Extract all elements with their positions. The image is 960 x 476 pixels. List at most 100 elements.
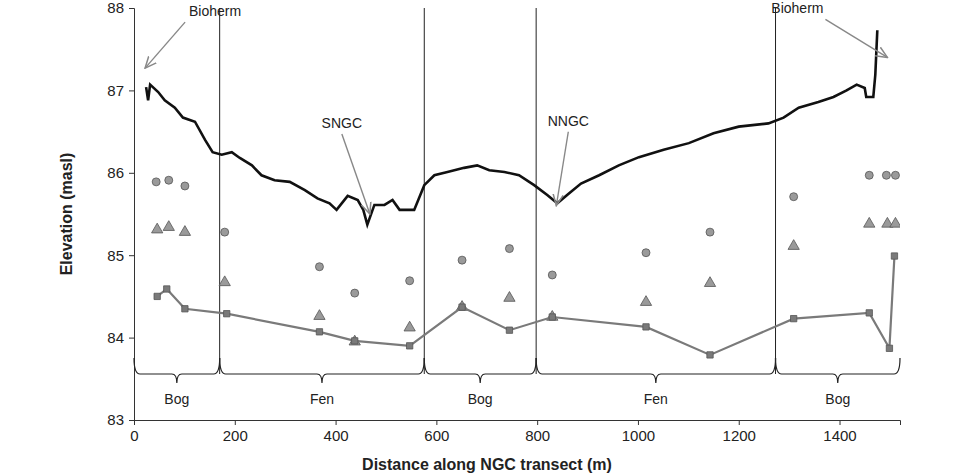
x-tick: 0 <box>130 420 138 444</box>
y-tick-label: 83 <box>107 411 124 428</box>
y-tick-label: 87 <box>107 82 124 99</box>
square-point <box>224 311 230 317</box>
annotation-label: Bioherm <box>189 3 241 19</box>
square-point <box>352 338 358 344</box>
x-tick: 1000 <box>622 420 655 444</box>
circle-point <box>706 228 714 236</box>
triangle-point <box>704 277 715 287</box>
circle-point <box>548 271 556 279</box>
chart: 0200400600800100012001400838485868788Bog… <box>0 0 960 476</box>
section-boundary <box>536 8 537 374</box>
square-point <box>406 343 412 349</box>
triangle-point <box>163 221 174 231</box>
annotation-label: NNGC <box>548 113 589 129</box>
section-label: Fen <box>644 391 668 407</box>
square-point <box>154 293 160 299</box>
circle-point <box>642 249 650 257</box>
series-line <box>146 30 877 224</box>
square-point <box>182 306 188 312</box>
circle-point <box>505 245 513 253</box>
y-tick-mark <box>129 255 134 256</box>
section-brace <box>536 358 775 383</box>
section-label: Fen <box>310 391 334 407</box>
annotation-arrow <box>342 134 370 214</box>
y-tick: 84 <box>107 329 134 346</box>
y-tick-mark <box>129 420 134 421</box>
section-brace <box>424 358 536 383</box>
circle-point <box>315 263 323 271</box>
x-tick: 400 <box>324 420 349 444</box>
circle-point <box>790 193 798 201</box>
plot: 0200400600800100012001400838485868788Bog… <box>107 0 901 444</box>
x-tick-label: 1200 <box>723 427 756 444</box>
square-point <box>707 352 713 358</box>
circle-point <box>165 176 173 184</box>
x-tick: 1200 <box>723 420 756 444</box>
series-line <box>157 256 894 355</box>
circle-point <box>458 256 466 264</box>
triangle-point <box>404 321 415 331</box>
section-label: Bog <box>825 391 850 407</box>
triangle-point <box>179 226 190 236</box>
x-tick: 800 <box>525 420 550 444</box>
y-tick-mark <box>129 90 134 91</box>
x-tick-label: 200 <box>223 427 248 444</box>
x-tick: 200 <box>223 420 248 444</box>
section-boundary <box>424 8 425 374</box>
square-point <box>891 253 897 259</box>
square-point <box>866 310 872 316</box>
square-point <box>506 327 512 333</box>
triangle-point <box>219 276 230 286</box>
x-tick-label: 1400 <box>823 427 856 444</box>
square-point <box>459 304 465 310</box>
square-point <box>316 329 322 335</box>
y-tick: 83 <box>107 411 134 428</box>
x-tick-mark <box>436 420 437 425</box>
x-tick: 1400 <box>823 420 856 444</box>
triangle-point <box>152 223 163 233</box>
triangle-point <box>314 310 325 320</box>
y-axis: 838485868788 <box>107 0 134 428</box>
sections: Bog Fen Bog Fen Bog <box>134 358 900 407</box>
x-tick-label: 0 <box>130 427 138 444</box>
y-tick: 87 <box>107 82 134 99</box>
square-point <box>549 314 555 320</box>
square-point <box>791 315 797 321</box>
circle-point <box>891 171 899 179</box>
x-tick-mark <box>235 420 236 425</box>
annotation-arrow <box>825 19 887 57</box>
x-axis-line <box>135 421 901 426</box>
annotation-arrow <box>145 22 185 68</box>
y-tick-label: 84 <box>107 329 124 346</box>
marks <box>146 8 900 374</box>
x-tick-label: 400 <box>324 427 349 444</box>
x-tick-label: 800 <box>525 427 550 444</box>
circle-point <box>181 182 189 190</box>
annotation-arrow <box>556 132 568 206</box>
square-point <box>164 286 170 292</box>
x-tick-mark <box>336 420 337 425</box>
section-boundary <box>775 8 776 374</box>
x-axis: 0 200 400 600 800 1000 1200 1400 <box>130 420 900 444</box>
x-tick-mark <box>537 420 538 425</box>
y-axis-title: Elevation (masl) <box>58 153 75 276</box>
section-label: Bog <box>164 391 189 407</box>
triangle-point <box>504 292 515 302</box>
section-brace <box>220 358 425 383</box>
circle-point <box>351 289 359 297</box>
annotation-label: SNGC <box>322 115 362 131</box>
circle-point <box>152 178 160 186</box>
square-point <box>886 345 892 351</box>
circle-point <box>406 277 414 285</box>
x-axis-title: Distance along NGC transect (m) <box>362 456 612 473</box>
x-tick-mark <box>840 420 841 425</box>
x-tick-label: 600 <box>424 427 449 444</box>
x-tick-label: 1000 <box>622 427 655 444</box>
circle-point <box>882 171 890 179</box>
y-tick-mark <box>129 338 134 339</box>
x-tick: 600 <box>424 420 449 444</box>
triangle-point <box>864 217 875 227</box>
square-point <box>643 324 649 330</box>
section-label: Bog <box>468 391 493 407</box>
y-tick-label: 85 <box>107 247 124 264</box>
